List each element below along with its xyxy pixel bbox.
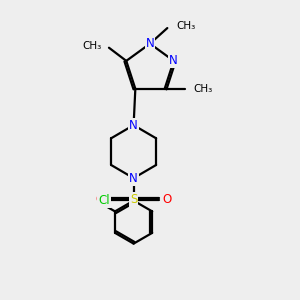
Text: N: N [146,37,154,50]
Text: O: O [95,193,104,206]
Text: Cl: Cl [98,194,110,207]
Text: S: S [130,193,137,206]
Text: N: N [129,118,138,132]
Text: CH₃: CH₃ [194,84,213,94]
Text: O: O [163,193,172,206]
Text: N: N [169,54,178,68]
Text: CH₃: CH₃ [82,41,101,51]
Text: CH₃: CH₃ [176,21,195,31]
Text: N: N [129,172,138,184]
